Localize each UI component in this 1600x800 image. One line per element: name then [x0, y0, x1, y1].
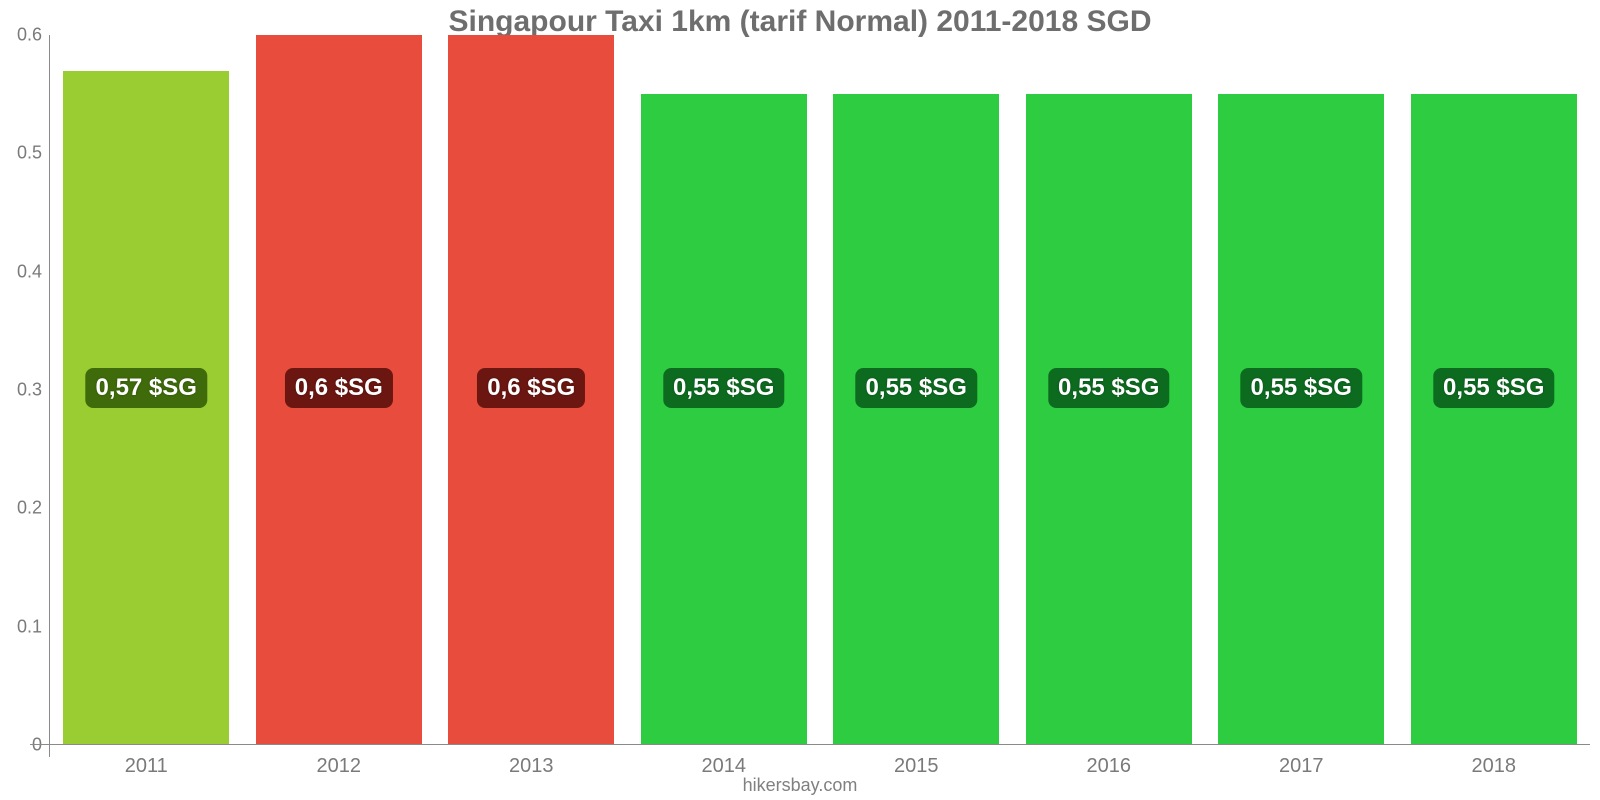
bar-slot: 0,55 $SG2018 [1398, 35, 1591, 745]
value-badge: 0,55 $SG [663, 368, 784, 408]
bar-slot: 0,55 $SG2017 [1205, 35, 1398, 745]
bar-slot: 0,55 $SG2016 [1013, 35, 1206, 745]
bar-slot: 0,57 $SG2011 [50, 35, 243, 745]
bar [641, 94, 807, 745]
ytick-label: 0.4 [17, 261, 42, 282]
bar-slot: 0,55 $SG2015 [820, 35, 1013, 745]
bar-slot: 0,6 $SG2013 [435, 35, 628, 745]
value-badge: 0,55 $SG [856, 368, 977, 408]
x-axis-line [30, 744, 1590, 745]
ytick-label: 0.1 [17, 616, 42, 637]
ytick-label: 0.5 [17, 143, 42, 164]
value-badge: 0,55 $SG [1241, 368, 1362, 408]
value-badge: 0,6 $SG [477, 368, 585, 408]
chart-footer: hikersbay.com [0, 775, 1600, 796]
bar [1411, 94, 1577, 745]
bars-layer: 0,57 $SG20110,6 $SG20120,6 $SG20130,55 $… [50, 35, 1590, 745]
chart-title: Singapour Taxi 1km (tarif Normal) 2011-2… [0, 5, 1600, 39]
ytick-label: 0 [32, 735, 42, 756]
value-badge: 0,55 $SG [1433, 368, 1554, 408]
bar [1026, 94, 1192, 745]
value-badge: 0,55 $SG [1048, 368, 1169, 408]
y-axis-line [49, 35, 50, 757]
plot-area: 0,57 $SG20110,6 $SG20120,6 $SG20130,55 $… [50, 35, 1590, 745]
ytick-label: 0.6 [17, 25, 42, 46]
bar [833, 94, 999, 745]
value-badge: 0,6 $SG [285, 368, 393, 408]
value-badge: 0,57 $SG [86, 368, 207, 408]
bar [1218, 94, 1384, 745]
ytick-label: 0.2 [17, 498, 42, 519]
bar-slot: 0,6 $SG2012 [243, 35, 436, 745]
bar-slot: 0,55 $SG2014 [628, 35, 821, 745]
ytick-label: 0.3 [17, 380, 42, 401]
chart-container: Singapour Taxi 1km (tarif Normal) 2011-2… [0, 0, 1600, 800]
